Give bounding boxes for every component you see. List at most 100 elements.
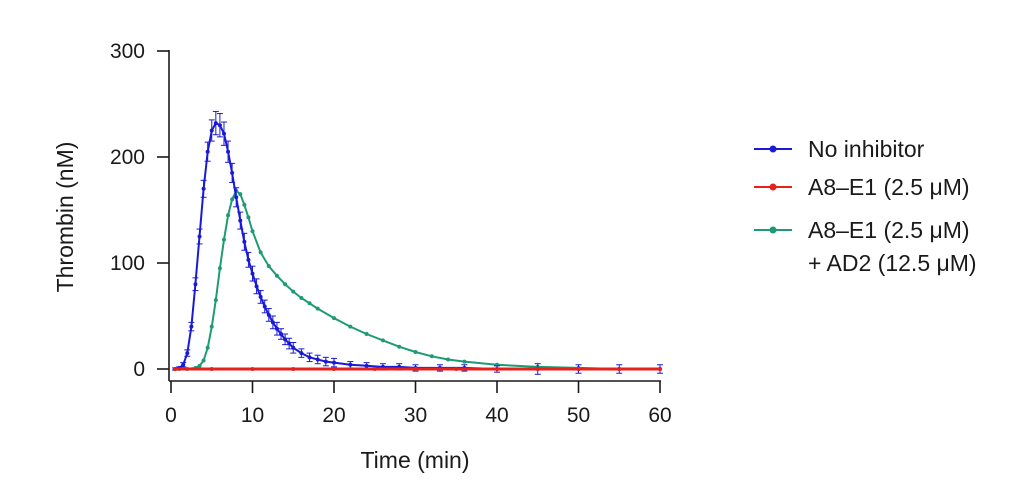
data-point [242, 202, 247, 207]
data-point [279, 332, 284, 337]
axes [168, 50, 661, 382]
legend-label: + AD2 (12.5 μM) [808, 250, 977, 276]
series-0 [172, 110, 663, 375]
x-ticks: 0 10 20 30 40 50 60 [165, 381, 672, 427]
data-point [221, 131, 226, 136]
data-point [258, 250, 263, 255]
y-tick-label: 200 [110, 146, 145, 169]
legend-swatch-marker [769, 183, 777, 191]
y-tick-label: 300 [110, 40, 145, 63]
data-point [262, 304, 267, 309]
data-point [291, 289, 296, 294]
legend-label: A8–E1 (2.5 μM) [808, 174, 970, 200]
data-point [201, 358, 206, 363]
data-point [364, 363, 369, 368]
data-point [429, 354, 434, 359]
data-point [299, 295, 304, 300]
legend-item: A8–E1 (2.5 μM) [754, 174, 970, 200]
data-point [307, 301, 312, 306]
data-point [266, 312, 271, 317]
data-point [205, 345, 210, 350]
data-point [201, 186, 206, 191]
data-point [266, 264, 271, 269]
data-point [283, 337, 288, 342]
legend-swatch-marker [769, 145, 777, 153]
data-point [205, 149, 210, 154]
data-point [299, 351, 304, 356]
data-point [209, 324, 214, 329]
data-point [213, 298, 218, 303]
data-point [462, 359, 467, 364]
data-point [230, 197, 235, 202]
data-point [397, 344, 402, 349]
data-point [226, 149, 231, 154]
data-point [189, 324, 194, 329]
data-point [230, 170, 235, 175]
data-point [185, 351, 190, 356]
x-tick-label: 20 [322, 404, 345, 427]
data-point [270, 320, 275, 325]
data-point [250, 271, 255, 276]
data-point [495, 367, 499, 371]
plot-area [172, 110, 663, 375]
series-2 [173, 188, 662, 371]
data-point [213, 121, 218, 126]
data-point [238, 192, 243, 197]
data-point [197, 234, 202, 239]
data-point [221, 237, 226, 242]
x-tick-label: 0 [165, 404, 177, 427]
x-tick-label: 30 [404, 404, 427, 427]
data-point [323, 359, 328, 364]
data-point [658, 367, 662, 371]
data-point [413, 350, 418, 355]
data-point [197, 363, 202, 368]
data-point [242, 239, 247, 244]
data-point [307, 355, 312, 360]
data-point [173, 367, 178, 371]
data-point [238, 218, 243, 223]
data-point [254, 284, 259, 289]
data-point [332, 316, 336, 321]
data-point [287, 341, 292, 346]
data-point [454, 367, 459, 371]
legend-label: A8–E1 (2.5 μM) [808, 217, 970, 243]
data-point [413, 367, 418, 371]
legend-item: A8–E1 (2.5 μM) + AD2 (12.5 μM) [754, 217, 977, 276]
data-point [315, 306, 320, 311]
data-point [274, 326, 279, 331]
x-axis-title: Time (min) [360, 447, 469, 473]
data-point [209, 367, 214, 371]
data-point [291, 345, 296, 350]
series-line [174, 121, 660, 370]
x-tick-label: 50 [567, 404, 590, 427]
data-point [364, 332, 369, 337]
legend-label: No inhibitor [808, 136, 925, 162]
y-tick-label: 0 [133, 358, 145, 381]
data-point [246, 257, 251, 262]
data-point [217, 123, 222, 128]
data-point [181, 362, 186, 367]
data-point [217, 266, 222, 271]
y-tick-label: 100 [110, 252, 145, 275]
data-point [446, 357, 451, 362]
series-line [175, 189, 660, 370]
data-point [226, 213, 231, 218]
data-point [332, 360, 336, 365]
legend-swatch-marker [769, 226, 777, 234]
data-point [209, 128, 214, 133]
data-point [380, 338, 385, 343]
y-ticks: 0 100 200 300 [110, 40, 169, 381]
data-point [250, 229, 255, 234]
data-point [258, 294, 263, 299]
data-point [250, 367, 255, 371]
data-point [617, 367, 622, 371]
data-point [348, 324, 353, 329]
x-tick-label: 40 [485, 404, 508, 427]
data-point [315, 357, 320, 362]
data-point [348, 362, 353, 367]
data-point [291, 367, 296, 371]
data-point [234, 195, 239, 200]
data-point [576, 367, 581, 371]
